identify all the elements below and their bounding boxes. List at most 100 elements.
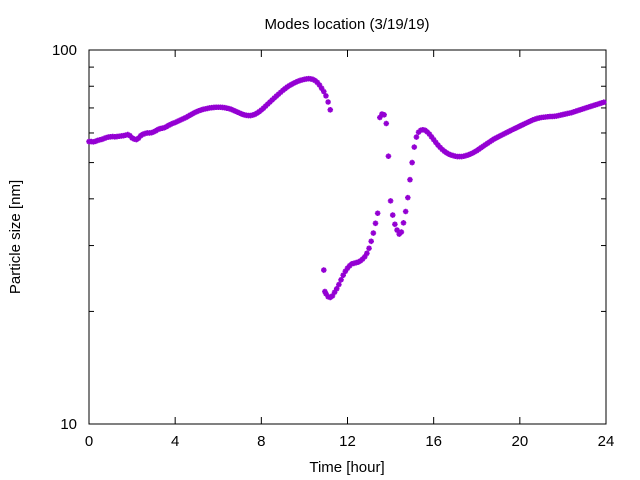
data-point [340,272,346,278]
data-point [359,256,366,262]
data-point [525,119,532,125]
x-tick-label: 12 [339,433,356,450]
data-point [344,265,351,271]
data-point [316,82,323,88]
data-point [430,136,437,143]
data-point [413,134,420,140]
y-axis-label: Particle size [nm] [7,180,24,294]
data-point [389,212,396,218]
data-point [415,129,422,135]
x-tick-label: 4 [171,433,179,450]
data-point [346,262,353,269]
y-tick-label: 100 [52,42,77,59]
data-point [405,194,411,201]
data-point [329,293,336,299]
data-point [135,135,142,141]
data-point [290,80,297,87]
data-point [357,258,364,264]
data-point [314,79,321,86]
data-point [435,142,441,148]
data-point [92,138,99,145]
data-point [172,119,178,126]
data-point [321,267,327,273]
data-point [312,77,318,84]
data-point [258,107,265,113]
data-point [264,101,271,107]
data-point [99,136,105,143]
data-point [527,118,534,124]
data-point [232,108,239,115]
data-point [426,131,433,137]
data-point [465,152,471,158]
data-point [368,238,374,245]
data-point [293,79,299,86]
data-point [260,105,267,111]
data-point [323,93,329,99]
data-point [178,116,185,123]
data-point [193,108,200,115]
data-point [236,110,243,116]
data-point [176,117,183,124]
x-tick-label: 0 [85,433,93,450]
x-tick-label: 8 [257,433,265,450]
data-point [377,114,383,121]
data-point [409,159,415,166]
data-point [323,290,329,297]
data-point [327,107,334,113]
data-point [437,144,443,151]
data-point [127,132,133,139]
data-point [140,131,146,138]
data-point [325,99,331,105]
data-point [148,129,155,136]
axis-ticks [88,49,607,425]
data-point [277,89,284,96]
data-point [342,268,349,275]
data-point [271,95,278,101]
data-point [361,253,368,260]
data-point [433,139,439,146]
data-point [262,103,269,109]
data-point [394,227,400,233]
x-axis-label: Time [hour] [309,459,384,476]
data-point [228,106,234,113]
data-point [523,120,530,126]
data-point [318,85,325,92]
chart-title: Modes location (3/19/19) [264,16,429,33]
data-point [445,151,452,157]
data-point [180,115,187,122]
data-point [366,245,372,252]
data-point [273,93,280,99]
data-point [400,220,407,226]
data-point [383,120,390,127]
x-tick-label: 16 [425,433,442,450]
data-point [101,135,107,142]
data-point [275,91,282,97]
data-point [601,99,607,106]
data-point [230,107,237,114]
data-points [86,75,607,301]
data-point [402,208,409,215]
plot-frame [88,49,607,425]
data-point [467,151,474,157]
data-point [424,129,431,135]
data-point [174,118,181,125]
data-point [385,153,392,160]
x-tick-label: 20 [511,433,528,450]
data-point [338,276,344,283]
data-point [398,229,405,235]
data-point [411,144,418,150]
x-tick-label: 24 [598,433,615,450]
data-point [521,121,527,127]
data-point [331,289,338,296]
data-point [191,109,198,116]
data-point [428,134,435,140]
data-point [396,231,402,237]
data-point [372,220,379,227]
data-point [392,221,398,228]
data-point [370,230,377,236]
y-tick-label: 10 [60,416,77,433]
data-point [336,281,342,288]
data-point [439,146,446,153]
data-point [381,112,387,118]
